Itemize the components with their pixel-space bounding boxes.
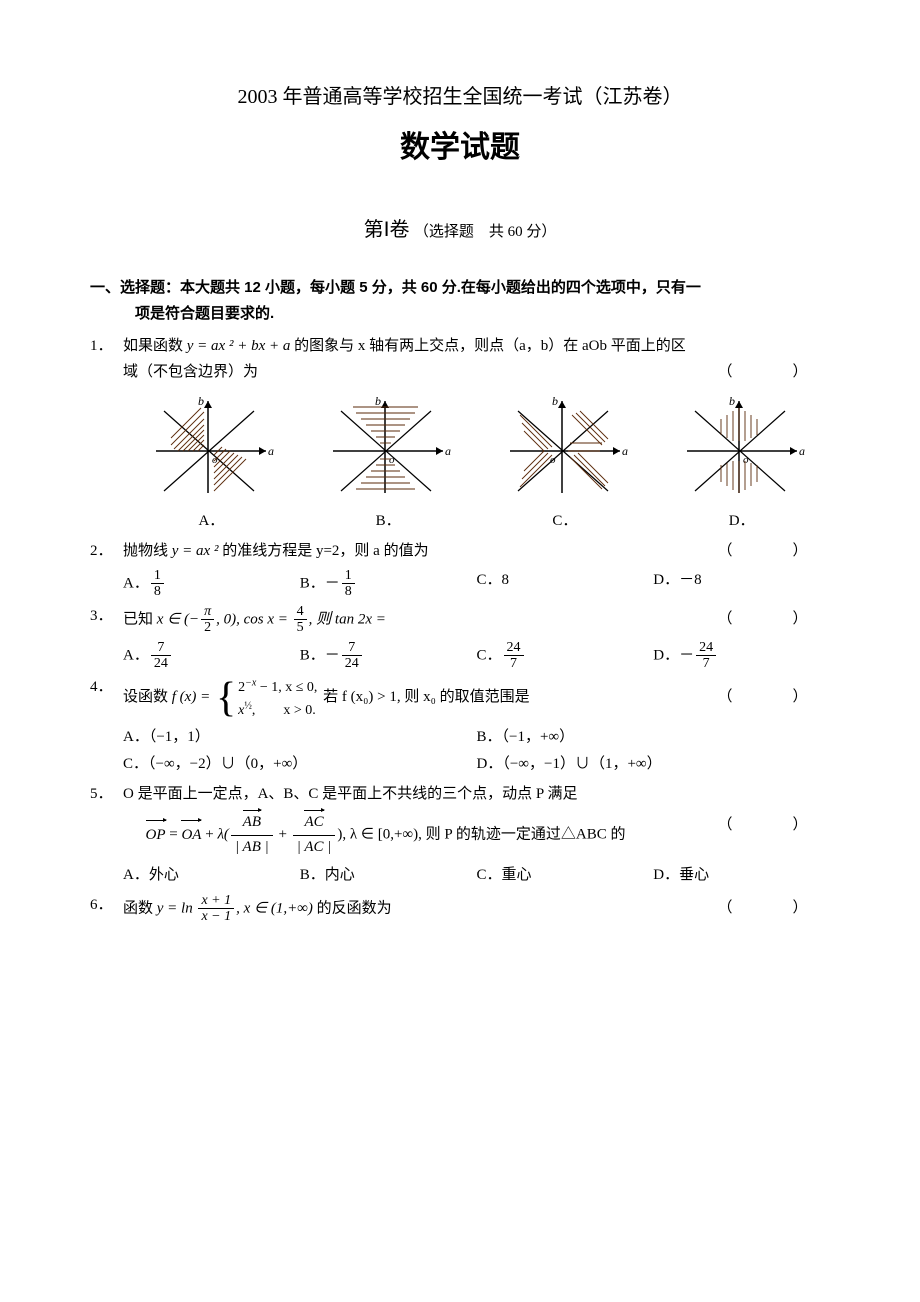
- q1-textA: 如果函数: [123, 338, 187, 354]
- q2-optB: B．－18: [300, 568, 477, 600]
- q3-blank: （ ）: [717, 607, 830, 633]
- question-6: 6． 函数 y = ln x + 1x − 1, x ∈ (1,+∞) 的反函数…: [90, 893, 830, 925]
- q5-options: A．外心 B．内心 C．重心 D．垂心: [123, 863, 830, 889]
- q1-fig-c: a b o C．: [485, 393, 645, 535]
- q3-optB: B．－724: [300, 640, 477, 672]
- q4-options-row1: A．（−1，1） B．（−1，+∞）: [123, 725, 830, 751]
- svg-text:a: a: [268, 444, 274, 458]
- q2-options: A．18 B．－18 C．8 D．－8: [123, 568, 830, 600]
- q2-text: 抛物线 y = ax ² 的准线方程是 y=2，则 a 的值为: [123, 539, 717, 565]
- q1-fig-a: a b o A．: [131, 393, 291, 535]
- section-main: 第Ⅰ卷: [364, 219, 410, 241]
- q6-number: 6．: [90, 893, 123, 925]
- question-4: 4． 设函数 f (x) = { 2−x − 1, x ≤ 0, x½, x >…: [90, 675, 830, 777]
- question-1: 1． 如果函数 y = ax ² + bx + a 的图象与 x 轴有两上交点，…: [90, 334, 830, 535]
- q3-number: 3．: [90, 604, 123, 672]
- q6-blank: （ ）: [717, 896, 830, 922]
- q1-text: 如果函数 y = ax ² + bx + a 的图象与 x 轴有两上交点，则点（…: [123, 334, 830, 360]
- q2-blank: （ ）: [717, 539, 830, 565]
- svg-text:b: b: [552, 394, 558, 408]
- q1-number: 1．: [90, 334, 123, 535]
- svg-text:a: a: [445, 444, 451, 458]
- q1-textB: 的图象与 x 轴有两上交点，则点（a，b）在 aOb 平面上的区: [290, 338, 685, 354]
- q5-optC: C．重心: [477, 863, 654, 889]
- q5-blank: （ ）: [717, 813, 830, 839]
- svg-text:a: a: [799, 444, 805, 458]
- q5-optB: B．内心: [300, 863, 477, 889]
- q3-optD: D．－247: [653, 640, 830, 672]
- instructions-line1: 一、选择题：本大题共 12 小题，每小题 5 分，共 60 分.在每小题给出的四…: [90, 279, 701, 296]
- q3-optA: A．724: [123, 640, 300, 672]
- section-sub: （选择题 共 60 分）: [414, 224, 557, 240]
- q5-optD: D．垂心: [653, 863, 830, 889]
- q4-blank: （ ）: [717, 685, 830, 711]
- q5-equation: OP = OA + λ(AB| AB | + AC| AC |), λ ∈ [0…: [146, 813, 831, 857]
- exam-title-line2: 数学试题: [90, 122, 830, 173]
- q4-optD: D．（−∞，−1）∪（1，+∞）: [477, 752, 831, 778]
- q3-text: 已知 x ∈ (−π2, 0), cos x = 45, 则 tan 2x =: [123, 604, 717, 636]
- q2-number: 2．: [90, 539, 123, 600]
- q4-text: 设函数 f (x) = { 2−x − 1, x ≤ 0, x½, x > 0.…: [123, 675, 717, 720]
- q1-optD-label: D．: [662, 509, 822, 535]
- q1-textC: 域（不包含边界）为: [123, 360, 717, 386]
- question-2: 2． 抛物线 y = ax ² 的准线方程是 y=2，则 a 的值为 （ ） A…: [90, 539, 830, 600]
- q2-optD: D．－8: [653, 568, 830, 600]
- svg-text:b: b: [729, 394, 735, 408]
- q4-optA: A．（−1，1）: [123, 725, 477, 751]
- q1-figures: a b o A． a: [123, 393, 830, 535]
- q5-optA: A．外心: [123, 863, 300, 889]
- instructions: 一、选择题：本大题共 12 小题，每小题 5 分，共 60 分.在每小题给出的四…: [90, 275, 830, 326]
- svg-text:b: b: [375, 394, 381, 408]
- q4-options-row2: C．（−∞，−2）∪（0，+∞） D．（−∞，−1）∪（1，+∞）: [123, 752, 830, 778]
- q1-fig-d: a b o D．: [662, 393, 822, 535]
- q6-text: 函数 y = ln x + 1x − 1, x ∈ (1,+∞) 的反函数为: [123, 893, 717, 925]
- question-3: 3． 已知 x ∈ (−π2, 0), cos x = 45, 则 tan 2x…: [90, 604, 830, 672]
- q5-textA: O 是平面上一定点，A、B、C 是平面上不共线的三个点，动点 P 满足: [123, 782, 830, 808]
- svg-text:a: a: [622, 444, 628, 458]
- q3-options: A．724 B．－724 C．247 D．－247: [123, 640, 830, 672]
- q5-number: 5．: [90, 782, 123, 889]
- q1-optA-label: A．: [131, 509, 291, 535]
- q1-blank: （ ）: [717, 360, 830, 386]
- q4-number: 4．: [90, 675, 123, 777]
- q1-optC-label: C．: [485, 509, 645, 535]
- q3-optC: C．247: [477, 640, 654, 672]
- q1-optB-label: B．: [308, 509, 468, 535]
- question-5: 5． O 是平面上一定点，A、B、C 是平面上不共线的三个点，动点 P 满足 O…: [90, 782, 830, 889]
- q2-optC: C．8: [477, 568, 654, 600]
- q1-eq: y = ax ² + bx + a: [187, 338, 291, 354]
- q4-optB: B．（−1，+∞）: [477, 725, 831, 751]
- q2-optA: A．18: [123, 568, 300, 600]
- q1-fig-b: a b o B．: [308, 393, 468, 535]
- svg-text:b: b: [198, 394, 204, 408]
- section-label: 第Ⅰ卷 （选择题 共 60 分）: [90, 213, 830, 247]
- exam-title-line1: 2003 年普通高等学校招生全国统一考试（江苏卷）: [90, 80, 830, 114]
- q4-optC: C．（−∞，−2）∪（0，+∞）: [123, 752, 477, 778]
- instructions-line2: 项是符合题目要求的.: [90, 301, 830, 327]
